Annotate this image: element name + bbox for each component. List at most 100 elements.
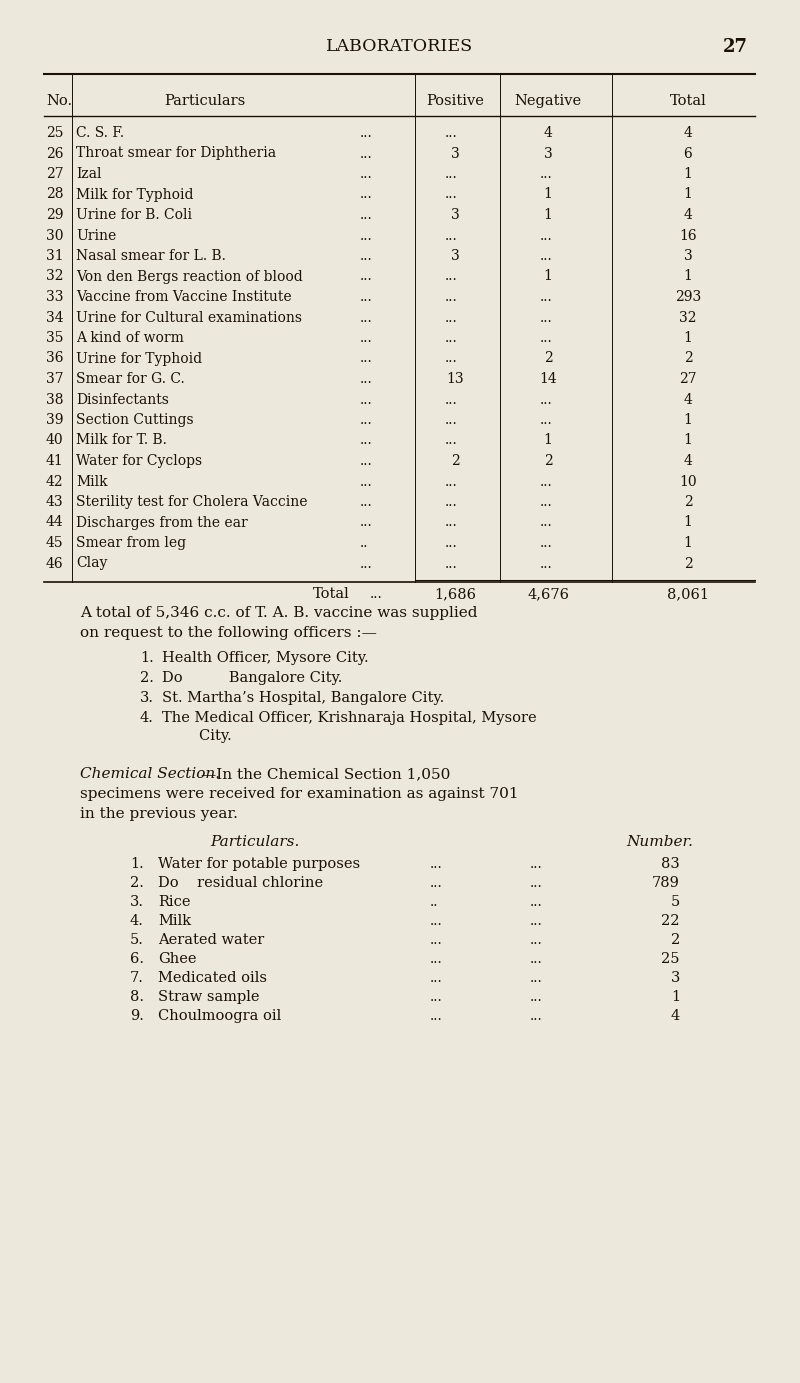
Text: ...: ... <box>360 372 373 386</box>
Text: ...: ... <box>445 556 458 571</box>
Text: ...: ... <box>360 556 373 571</box>
Text: ...: ... <box>360 351 373 365</box>
Text: ...: ... <box>430 857 442 871</box>
Text: 4.: 4. <box>140 711 154 725</box>
Text: ...: ... <box>360 249 373 263</box>
Text: ...: ... <box>360 167 373 181</box>
Text: on request to the following officers :—: on request to the following officers :— <box>80 626 377 640</box>
Text: ...: ... <box>360 270 373 284</box>
Text: Urine for Cultural examinations: Urine for Cultural examinations <box>76 311 302 325</box>
Text: 2: 2 <box>450 454 459 467</box>
Text: 37: 37 <box>46 372 64 386</box>
Text: 28: 28 <box>46 188 63 202</box>
Text: 3.: 3. <box>140 692 154 705</box>
Text: —In the Chemical Section 1,050: —In the Chemical Section 1,050 <box>201 768 450 781</box>
Text: Water for potable purposes: Water for potable purposes <box>158 857 360 871</box>
Text: Discharges from the ear: Discharges from the ear <box>76 516 248 530</box>
Text: ...: ... <box>360 393 373 407</box>
Text: 2: 2 <box>670 934 680 947</box>
Text: Clay: Clay <box>76 556 107 571</box>
Text: 1: 1 <box>543 188 553 202</box>
Text: ...: ... <box>360 495 373 509</box>
Text: 6.: 6. <box>130 952 144 965</box>
Text: 6: 6 <box>684 147 692 160</box>
Text: ...: ... <box>540 311 553 325</box>
Text: specimens were received for examination as against 701: specimens were received for examination … <box>80 787 518 801</box>
Text: ...: ... <box>430 914 442 928</box>
Text: 14: 14 <box>539 372 557 386</box>
Text: Vaccine from Vaccine Institute: Vaccine from Vaccine Institute <box>76 290 292 304</box>
Text: Izal: Izal <box>76 167 102 181</box>
Text: 27: 27 <box>679 372 697 386</box>
Text: 4: 4 <box>543 126 553 140</box>
Text: 46: 46 <box>46 556 64 571</box>
Text: The Medical Officer, Krishnaraja Hospital, Mysore: The Medical Officer, Krishnaraja Hospita… <box>162 711 537 725</box>
Text: ...: ... <box>530 895 542 909</box>
Text: 1.: 1. <box>140 651 154 665</box>
Text: ...: ... <box>540 474 553 488</box>
Text: ...: ... <box>430 875 442 891</box>
Text: 3: 3 <box>450 147 459 160</box>
Text: Sterility test for Cholera Vaccine: Sterility test for Cholera Vaccine <box>76 495 307 509</box>
Text: 1: 1 <box>683 167 693 181</box>
Text: Rice: Rice <box>158 895 190 909</box>
Text: 2: 2 <box>684 351 692 365</box>
Text: ...: ... <box>360 311 373 325</box>
Text: 38: 38 <box>46 393 63 407</box>
Text: ...: ... <box>445 188 458 202</box>
Text: 29: 29 <box>46 207 63 223</box>
Text: ...: ... <box>445 290 458 304</box>
Text: 36: 36 <box>46 351 63 365</box>
Text: No.: No. <box>46 94 72 108</box>
Text: ...: ... <box>530 875 542 891</box>
Text: Chemical Section.: Chemical Section. <box>80 768 220 781</box>
Text: ...: ... <box>445 516 458 530</box>
Text: Milk for Typhoid: Milk for Typhoid <box>76 188 194 202</box>
Text: ...: ... <box>530 1010 542 1023</box>
Text: ...: ... <box>430 971 442 985</box>
Text: 3: 3 <box>684 249 692 263</box>
Text: 1: 1 <box>683 331 693 344</box>
Text: ...: ... <box>530 914 542 928</box>
Text: Smear for G. C.: Smear for G. C. <box>76 372 185 386</box>
Text: 1: 1 <box>543 433 553 448</box>
Text: 4: 4 <box>683 126 693 140</box>
Text: 1,686: 1,686 <box>434 586 476 602</box>
Text: Total: Total <box>314 586 350 602</box>
Text: ...: ... <box>430 952 442 965</box>
Text: 16: 16 <box>679 228 697 242</box>
Text: 1: 1 <box>543 270 553 284</box>
Text: 3: 3 <box>544 147 552 160</box>
Text: ...: ... <box>530 934 542 947</box>
Text: Disinfectants: Disinfectants <box>76 393 169 407</box>
Text: 1: 1 <box>683 414 693 427</box>
Text: ...: ... <box>430 990 442 1004</box>
Text: ...: ... <box>445 228 458 242</box>
Text: 1: 1 <box>543 207 553 223</box>
Text: 30: 30 <box>46 228 63 242</box>
Text: ...: ... <box>360 433 373 448</box>
Text: 2: 2 <box>544 351 552 365</box>
Text: A total of 5,346 c.c. of T. A. B. vaccine was supplied: A total of 5,346 c.c. of T. A. B. vaccin… <box>80 606 478 620</box>
Text: 27: 27 <box>723 37 748 55</box>
Text: 40: 40 <box>46 433 64 448</box>
Text: ..: .. <box>360 537 369 550</box>
Text: 1: 1 <box>683 537 693 550</box>
Text: Water for Cyclops: Water for Cyclops <box>76 454 202 467</box>
Text: A kind of worm: A kind of worm <box>76 331 184 344</box>
Text: ...: ... <box>445 414 458 427</box>
Text: ...: ... <box>540 537 553 550</box>
Text: Health Officer, Mysore City.: Health Officer, Mysore City. <box>162 651 369 665</box>
Text: ...: ... <box>360 516 373 530</box>
Text: 1: 1 <box>683 270 693 284</box>
Text: ...: ... <box>530 990 542 1004</box>
Text: 3: 3 <box>450 249 459 263</box>
Text: ...: ... <box>530 971 542 985</box>
Text: 83: 83 <box>662 857 680 871</box>
Text: Choulmoogra oil: Choulmoogra oil <box>158 1010 282 1023</box>
Text: ...: ... <box>430 934 442 947</box>
Text: 35: 35 <box>46 331 63 344</box>
Text: ...: ... <box>540 414 553 427</box>
Text: Particulars: Particulars <box>164 94 246 108</box>
Text: 3.: 3. <box>130 895 144 909</box>
